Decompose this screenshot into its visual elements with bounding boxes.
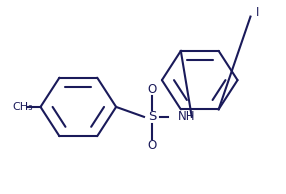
Text: CH₃: CH₃ [13, 102, 33, 112]
Text: NH: NH [178, 110, 195, 123]
Text: O: O [147, 139, 156, 152]
Text: S: S [148, 110, 156, 123]
Text: I: I [255, 6, 259, 19]
Text: O: O [147, 83, 156, 96]
